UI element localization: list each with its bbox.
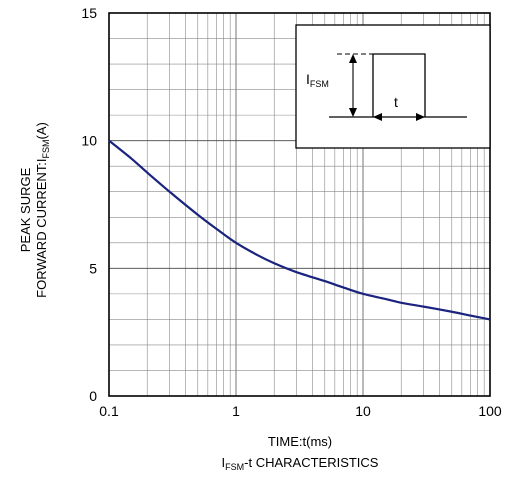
y-axis-label-line1: PEAK SURGE [18,167,33,252]
series-line-ifsm [108,139,491,321]
inset-pulse-diagram: IFSM t [295,24,491,149]
chart-caption: IFSM-t CHARACTERISTICS [222,455,379,472]
plot-frame [108,12,491,397]
y-tick-label: 5 [89,260,97,276]
x-axis-label: TIME:t(ms) [268,434,332,449]
arrow-right-icon [416,113,425,121]
y-axis-label: PEAK SURGE FORWARD CURRENT:IFSM(A) [18,122,51,298]
x-tick-label: 10 [355,403,371,419]
arrow-up-icon [349,54,357,63]
y-tick-label: 15 [81,5,97,21]
inset-box [295,24,491,149]
inset-amplitude-label: IFSM [306,71,329,89]
y-tick-label: 0 [89,388,97,404]
arrow-down-icon [349,108,357,117]
inset-width-label: t [394,94,398,110]
x-tick-label: 1 [232,403,240,419]
inset-pulse [372,53,426,117]
tick-labels: 0.1 1 10 100 0 5 10 15 [81,5,501,419]
x-tick-label: 0.1 [99,403,119,419]
y-tick-label: 10 [81,133,97,149]
x-tick-label: 100 [478,403,502,419]
y-axis-label-line2: FORWARD CURRENT:IFSM(A) [34,122,51,298]
series-group [108,139,491,321]
arrow-left-icon [373,113,382,121]
